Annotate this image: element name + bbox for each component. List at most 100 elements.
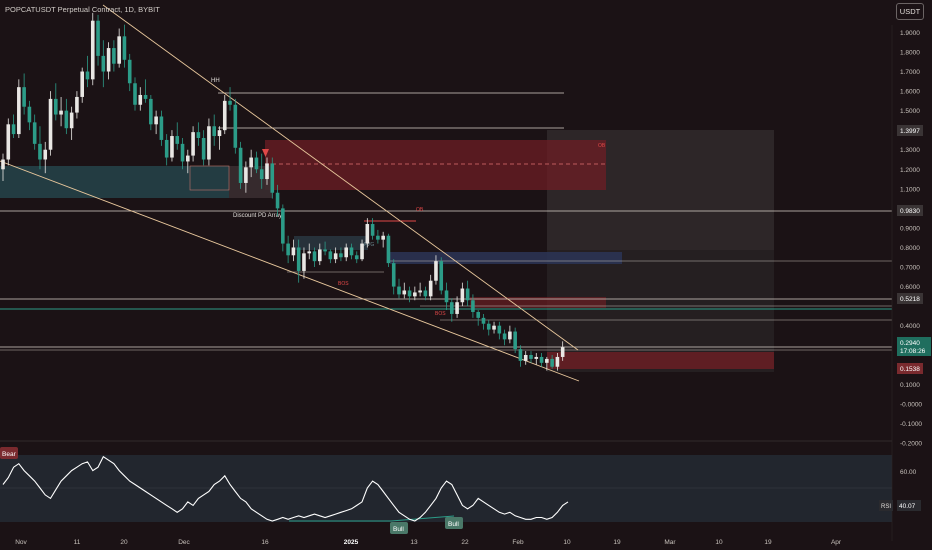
- candle-body-down: [64, 110, 69, 129]
- chart-title: POPCATUSDT Perpetual Contract, 1D, BYBIT: [5, 5, 160, 14]
- price-tick-label: 0.9000: [900, 225, 920, 232]
- price-tick-label: 0.6000: [900, 284, 920, 291]
- candle-body-up: [90, 20, 95, 80]
- price-tick-label: 1.5000: [900, 108, 920, 115]
- time-tick-label: 16: [261, 539, 269, 546]
- candle-body-down: [386, 235, 391, 264]
- candle-body-down: [312, 251, 317, 262]
- candle-body-down: [270, 163, 275, 193]
- candle-body-down: [11, 124, 16, 135]
- price-tick-label: 1.7000: [900, 69, 920, 76]
- candle-body-up: [534, 356, 539, 359]
- bull-badge-a: [390, 522, 408, 534]
- time-tick-label: 2025: [344, 539, 359, 546]
- ob-label-a: OB: [416, 207, 424, 213]
- candle-body-up: [307, 251, 312, 254]
- time-tick-label: 11: [74, 539, 81, 546]
- candle-body-up: [59, 110, 63, 115]
- candle-body-up: [402, 290, 407, 295]
- price-tick-label: -0.0000: [900, 401, 922, 408]
- candle-body-down: [471, 300, 475, 312]
- candle-body-down: [349, 247, 354, 256]
- time-axis: Nov 11 20 Dec 16 2025 13 22 Feb 10 19 Mar 10 19 Apr: [15, 539, 842, 546]
- candle-body-up: [555, 356, 560, 367]
- time-tick-label: Feb: [512, 539, 524, 546]
- candle-body-down: [212, 126, 216, 137]
- ob-box-left: [189, 165, 230, 191]
- candle-group: [1, 12, 565, 371]
- price-tag-0-983-text: 0.9830: [900, 208, 920, 215]
- lower-trendline: [0, 160, 580, 382]
- candle-body-up: [545, 358, 549, 363]
- price-tick-label: 1.1000: [900, 186, 920, 193]
- rsi-tag-badge: [879, 500, 893, 511]
- time-tick-label: 10: [563, 539, 571, 546]
- price-tag-1-3997-text: 1.3997: [900, 128, 920, 135]
- time-tick-label: Dec: [178, 539, 190, 546]
- candle-body-down: [164, 139, 169, 158]
- time-tick-label: 22: [461, 539, 469, 546]
- candle-body-down: [465, 288, 470, 301]
- time-tick-label: 19: [613, 539, 621, 546]
- last-price-tag: [897, 337, 931, 356]
- time-tick-label: 13: [410, 539, 418, 546]
- candle-body-down: [101, 55, 106, 72]
- candle-body-down: [497, 325, 502, 334]
- price-axis: 1.9000 1.8000 1.7000 1.6000 1.5000 1.3000 1.20…: [900, 30, 922, 448]
- candle-body-up: [434, 261, 438, 281]
- candle-body-up: [318, 249, 322, 262]
- bull-divergence-b: [390, 515, 455, 522]
- price-tick-label: 0.8000: [900, 245, 920, 252]
- candle-body-down: [539, 356, 544, 363]
- candle-body-down: [233, 104, 238, 148]
- fvg-zone: [390, 252, 622, 264]
- candle-body-up: [344, 247, 348, 258]
- time-tick-label: 10: [715, 539, 723, 546]
- price-tag-0-5218-text: 0.5218: [900, 296, 920, 303]
- candle-body-down: [450, 302, 454, 314]
- candle-body-down: [391, 263, 396, 287]
- candle-body-up: [43, 149, 48, 160]
- candle-body-up: [186, 155, 190, 162]
- hh-label: HH: [211, 78, 220, 84]
- candle-body-down: [133, 83, 137, 105]
- candle-body-down: [201, 137, 206, 160]
- candle-body-up: [560, 347, 565, 357]
- ob-label-b: OB: [598, 143, 606, 149]
- bos-label-a: BOS: [338, 281, 349, 287]
- candle-body-down: [439, 261, 444, 291]
- candle-body-down: [481, 317, 486, 324]
- candle-body-up: [365, 224, 370, 244]
- candle-body-down: [476, 311, 480, 318]
- candle-body-up: [413, 292, 417, 297]
- candle-body-up: [455, 302, 459, 314]
- candle-body-down: [38, 143, 42, 160]
- candle-body-up: [75, 96, 79, 113]
- upper-trendline: [102, 4, 579, 351]
- candle-body-down: [254, 157, 259, 170]
- candle-body-down: [423, 290, 428, 297]
- arrow-down-icon: [262, 149, 269, 157]
- candle-body-down: [370, 224, 375, 236]
- fvg-box-small: [294, 236, 368, 250]
- price-tick-label: -0.1000: [900, 421, 922, 428]
- price-tick-label: 1.2000: [900, 167, 920, 174]
- price-tag-0-1538: [897, 363, 923, 374]
- price-tick-label: 1.3000: [900, 147, 920, 154]
- candle-body-up: [217, 130, 222, 137]
- candle-body-up: [48, 98, 53, 150]
- candle-body-down: [323, 249, 327, 252]
- candle-body-up: [460, 288, 465, 303]
- candle-body-up: [360, 243, 364, 260]
- time-tick-label: 20: [120, 539, 128, 546]
- candle-body-up: [6, 124, 11, 160]
- candle-body-down: [85, 71, 90, 80]
- candle-body-down: [228, 100, 232, 105]
- price-tick-label: 0.1000: [900, 382, 920, 389]
- candle-body-up: [17, 87, 21, 135]
- supply-zone: [265, 140, 606, 190]
- candle-body-up: [265, 163, 269, 180]
- currency-button[interactable]: USDT: [896, 3, 924, 20]
- candle-body-down: [397, 286, 401, 295]
